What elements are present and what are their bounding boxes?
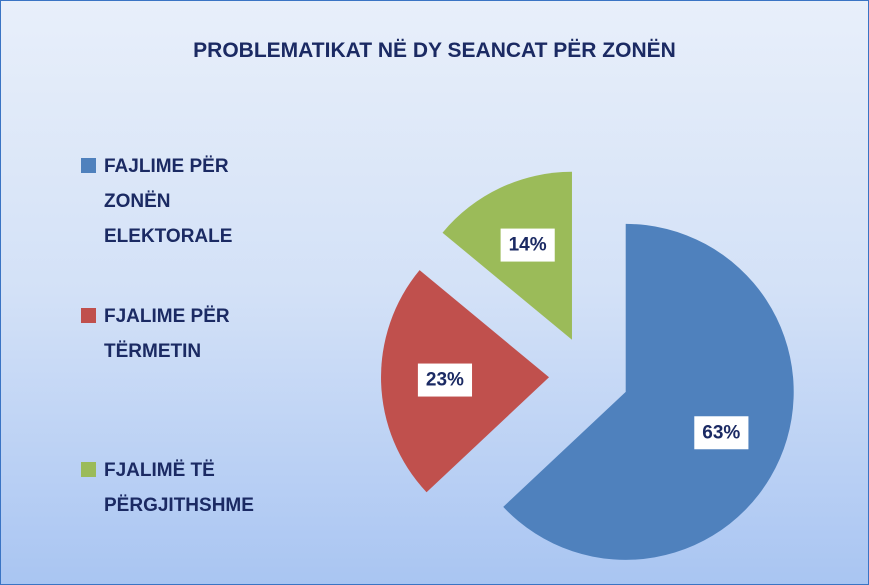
data-label-box	[417, 363, 473, 397]
data-label: 63%	[694, 416, 749, 450]
pie-slice	[503, 223, 794, 560]
legend-entry: FJALIMË TË PËRGJITHSHME	[81, 453, 271, 523]
legend-entry: FJALIME PËR TËRMETIN	[81, 299, 271, 369]
data-label: 14%	[500, 228, 555, 262]
legend-entry: FAJLIME PËR ZONËN ELEKTORALE	[81, 149, 271, 254]
legend-swatch	[81, 158, 96, 173]
data-label-text: 23%	[426, 370, 464, 391]
legend-label: FAJLIME PËR ZONËN ELEKTORALE	[104, 156, 233, 247]
data-label-text: 14%	[509, 235, 547, 256]
legend-swatch	[81, 308, 96, 323]
data-label-box	[500, 228, 555, 262]
data-label-text: 63%	[702, 422, 740, 443]
data-label: 23%	[417, 363, 473, 397]
legend-label: FJALIMË TË PËRGJITHSHME	[104, 460, 254, 516]
data-label-box	[694, 416, 749, 450]
chart-title: PROBLEMATIKAT NË DY SEANCAT PËR ZONËN	[193, 39, 676, 62]
legend-label: FJALIME PËR TËRMETIN	[104, 306, 230, 362]
legend-swatch	[81, 462, 96, 477]
